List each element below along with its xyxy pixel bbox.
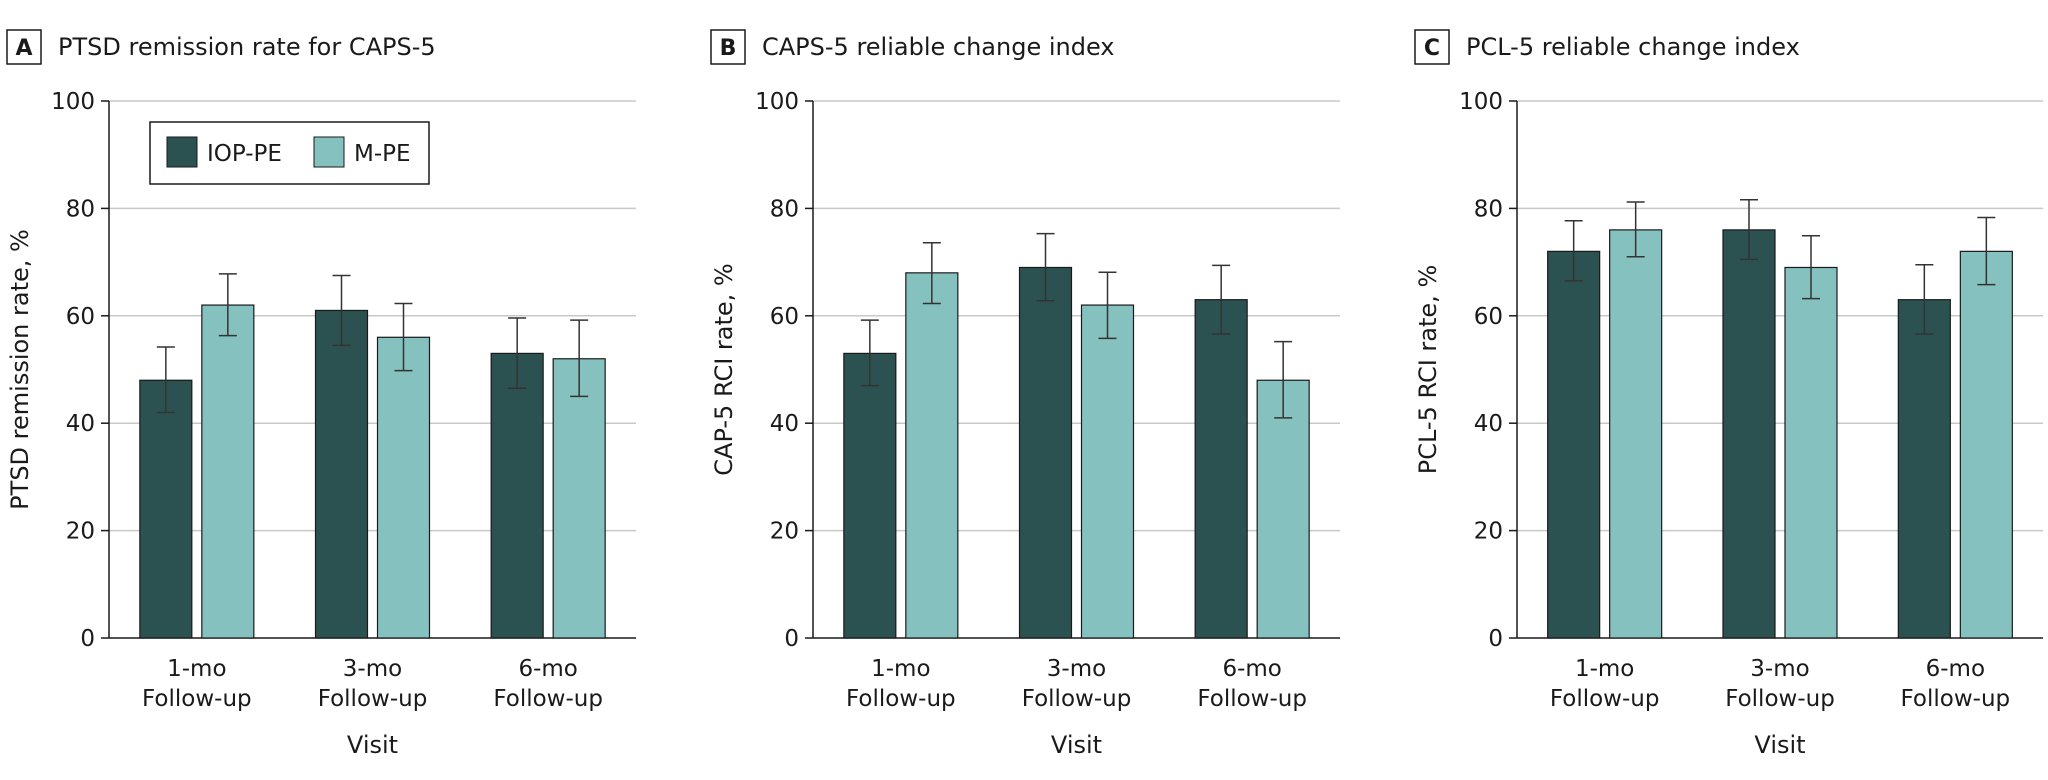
chart-panel-a: A PTSD remission rate for CAPS-5 0 20 40 60 80… (6, 29, 636, 759)
y-tick-label: 40 (1474, 411, 1503, 437)
y-tick-label: 80 (1474, 196, 1503, 222)
bar-iop-pe-2 (314, 309, 369, 639)
x-tick-label: 6-mo (1222, 656, 1281, 682)
bar-m-pe-1 (201, 304, 255, 639)
panel-letter-box (710, 29, 746, 65)
panel-letter-box (6, 29, 42, 65)
bar-iop-pe-3 (490, 352, 544, 639)
error-bar (570, 319, 589, 398)
bar-iop-pe-3 (1194, 299, 1248, 639)
x-tick-label-line2: Follow-up (1197, 686, 1307, 712)
panel-letter: A (15, 36, 32, 61)
panel-letter: C (1424, 36, 1440, 61)
y-tick-label: 0 (1488, 626, 1503, 652)
x-tick-label: 6-mo (518, 656, 577, 682)
chart-panel-b: B CAPS-5 reliable change index 0 20 40 60 80 10… (710, 29, 1340, 759)
bar-m-pe-3 (1959, 250, 2013, 639)
bar-iop-pe-2 (1018, 266, 1073, 639)
x-tick-label: 3-mo (1047, 656, 1106, 682)
bar-m-pe-3 (552, 358, 606, 639)
y-tick-label: 80 (66, 196, 95, 222)
x-tick-label-line2: Follow-up (1550, 686, 1660, 712)
error-bar (1036, 232, 1055, 302)
x-tick-label-line2: Follow-up (493, 686, 603, 712)
y-tick-label: 20 (66, 519, 95, 545)
error-bar (156, 346, 175, 414)
y-tick-label: 0 (80, 626, 95, 652)
y-tick-label: 20 (1474, 519, 1503, 545)
y-axis-label: PCL-5 RCI rate, % (1414, 265, 1442, 475)
x-tick-label: 1-mo (871, 656, 930, 682)
panel-letter: B (720, 36, 737, 61)
x-axis-label: Visit (1051, 731, 1102, 759)
y-tick-label: 60 (1474, 304, 1503, 330)
error-bar (1626, 201, 1645, 258)
legend-label-iop-pe: IOP-PE (207, 141, 282, 167)
legend-label-m-pe: M-PE (354, 141, 411, 167)
legend-swatch-m-pe (313, 136, 345, 168)
error-bar (1098, 271, 1117, 340)
x-tick-label: 3-mo (343, 656, 402, 682)
error-bar (1212, 264, 1231, 335)
error-bar (1977, 216, 1996, 286)
error-bar (860, 319, 879, 387)
y-tick-label: 80 (770, 196, 799, 222)
y-tick-label: 40 (66, 411, 95, 437)
x-tick-label-line2: Follow-up (1901, 686, 2011, 712)
x-tick-label: 6-mo (1926, 656, 1985, 682)
x-tick-label-line2: Follow-up (1022, 686, 1132, 712)
x-axis-label: Visit (1754, 731, 1805, 759)
bar-iop-pe-3 (1897, 299, 1951, 639)
chart-title: PTSD remission rate for CAPS-5 (58, 33, 436, 61)
x-tick-label: 3-mo (1750, 656, 1809, 682)
x-tick-label: 1-mo (1575, 656, 1634, 682)
error-bar (1740, 199, 1758, 261)
bar-iop-pe-2 (1722, 229, 1776, 639)
error-bar (1915, 264, 1934, 335)
x-tick-label: 1-mo (167, 656, 226, 682)
x-tick-label-line2: Follow-up (846, 686, 956, 712)
x-tick-label-line2: Follow-up (318, 686, 428, 712)
bar-m-pe-2 (1784, 266, 1838, 639)
bar-m-pe-1 (905, 272, 959, 639)
y-tick-label: 0 (784, 626, 799, 652)
y-tick-label: 20 (770, 519, 799, 545)
bar-m-pe-2 (376, 336, 431, 639)
x-tick-label-line2: Follow-up (142, 686, 252, 712)
y-axis-label: PTSD remission rate, % (6, 229, 34, 510)
x-axis-label: Visit (347, 731, 398, 759)
y-axis-label: CAP-5 RCI rate, % (710, 263, 738, 475)
bar-m-pe-3 (1256, 379, 1310, 639)
error-bar (394, 302, 413, 372)
legend: IOP-PE M-PE (149, 121, 430, 185)
bar-m-pe-2 (1080, 304, 1135, 639)
error-bar (1274, 340, 1293, 419)
bar-iop-pe-1 (843, 352, 897, 639)
legend-swatch-iop-pe (166, 136, 198, 168)
chart-title: CAPS-5 reliable change index (762, 33, 1115, 61)
y-tick-label: 60 (66, 304, 95, 330)
error-bar (922, 242, 941, 305)
panel-letter-box (1414, 29, 1450, 65)
y-tick-label: 100 (755, 89, 799, 115)
y-tick-label: 100 (51, 89, 95, 115)
chart-panel-c: C PCL-5 reliable change index 0 20 40 60 80 100… (1414, 29, 2043, 759)
error-bar (1564, 220, 1583, 282)
y-tick-label: 40 (770, 411, 799, 437)
bar-iop-pe-1 (139, 379, 193, 639)
x-tick-label-line2: Follow-up (1725, 686, 1835, 712)
error-bar (332, 274, 351, 347)
error-bar (508, 317, 527, 390)
legend-box (149, 121, 430, 185)
y-tick-label: 60 (770, 304, 799, 330)
y-tick-label: 100 (1459, 89, 1503, 115)
error-bar (218, 273, 237, 337)
bar-m-pe-1 (1609, 229, 1663, 639)
chart-title: PCL-5 reliable change index (1466, 33, 1800, 61)
error-bar (1802, 235, 1820, 300)
bar-iop-pe-1 (1547, 250, 1601, 639)
